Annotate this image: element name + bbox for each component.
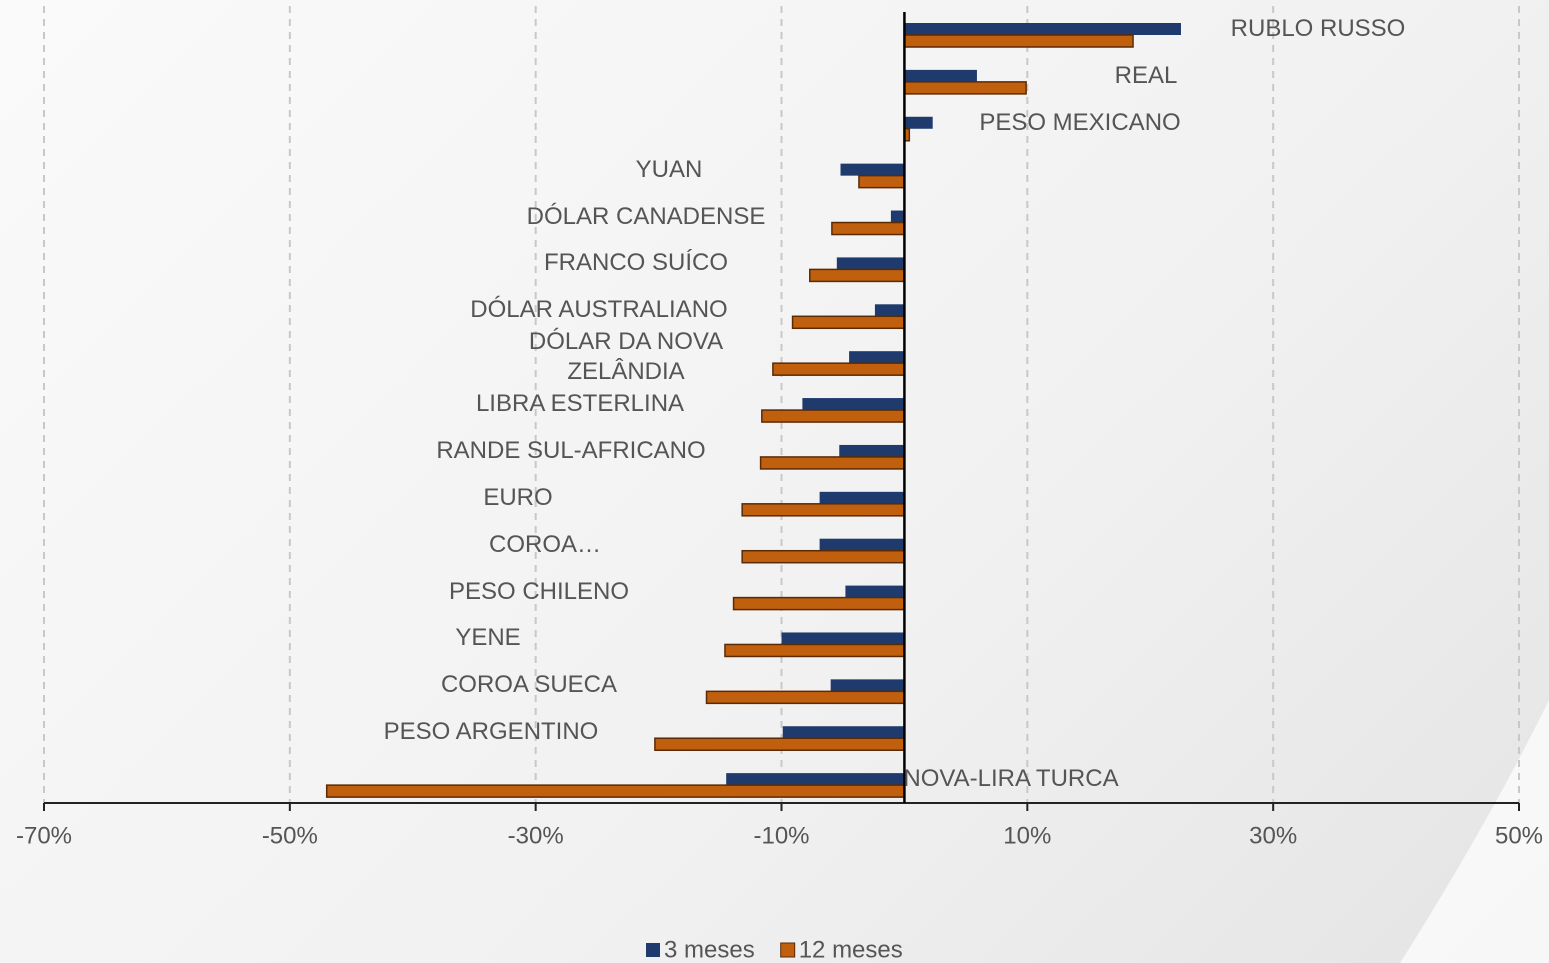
bar — [732, 596, 906, 611]
bar-label: PESO MEXICANO — [979, 108, 1181, 136]
bar-label: RANDE SUL-AFRICANO — [436, 436, 706, 464]
bar — [724, 643, 906, 658]
bar — [839, 444, 905, 457]
bar — [791, 315, 906, 330]
bar — [759, 456, 906, 470]
bar — [903, 81, 1027, 95]
bar-label: DÓLAR AUSTRALIANO — [470, 296, 728, 324]
bar — [654, 737, 906, 751]
bar — [741, 549, 906, 564]
bar-label: DÓLAR DA NOVA ZELÂNDIA — [528, 328, 724, 386]
bar — [874, 304, 905, 317]
bar-label: LIBRA ESTERLINA — [475, 390, 685, 418]
x-tick-label: 10% — [1003, 822, 1051, 849]
bar — [890, 210, 905, 223]
bar-label: NOVA-LIRA TURCA — [903, 765, 1119, 793]
bar-label: DÓLAR CANADENSE — [526, 202, 766, 230]
legend-swatch — [780, 942, 796, 958]
bar-label: YUAN — [635, 155, 703, 183]
bar — [849, 351, 905, 364]
legend-swatch — [646, 943, 660, 957]
bar — [840, 163, 905, 176]
legend-label: 3 meses — [664, 936, 755, 963]
decoration — [1400, 700, 1549, 963]
bar-label: RUBLO RUSSO — [1230, 15, 1406, 42]
x-tick-label: -30% — [508, 822, 564, 849]
bar-label: PESO CHILENO — [448, 577, 630, 605]
bar-label: REAL — [1114, 61, 1178, 89]
bar-label: EURO — [483, 483, 553, 511]
legend-label: 12 meses — [799, 936, 903, 963]
bar — [904, 69, 977, 82]
bar — [741, 503, 906, 517]
x-tick-label: -10% — [753, 822, 809, 849]
bar — [782, 726, 905, 739]
bar — [903, 34, 1134, 48]
bar — [325, 784, 906, 798]
bar — [904, 116, 933, 129]
x-tick-label: -70% — [16, 822, 72, 849]
bar-label: PESO ARGENTINO — [383, 718, 599, 746]
bar — [904, 23, 1181, 35]
bar — [726, 773, 905, 786]
bar-label: YENE — [455, 624, 521, 652]
bar — [830, 679, 905, 692]
bar-label: COROA… — [488, 530, 602, 558]
x-tick-label: -50% — [262, 822, 318, 849]
x-tick-label: 30% — [1249, 822, 1297, 849]
bar — [845, 585, 905, 598]
bar — [831, 221, 906, 236]
bar-label: FRANCO SUÍCO — [543, 249, 729, 277]
bar — [802, 398, 905, 411]
bar — [761, 409, 906, 423]
bar — [772, 362, 906, 376]
bar — [705, 690, 906, 705]
bar — [809, 268, 906, 283]
bar — [836, 257, 905, 270]
bar — [858, 174, 906, 189]
bar-label: COROA SUECA — [440, 671, 618, 699]
bar — [819, 538, 905, 551]
x-tick-label: 50% — [1495, 822, 1543, 849]
bar — [781, 632, 905, 645]
bar — [819, 491, 905, 504]
